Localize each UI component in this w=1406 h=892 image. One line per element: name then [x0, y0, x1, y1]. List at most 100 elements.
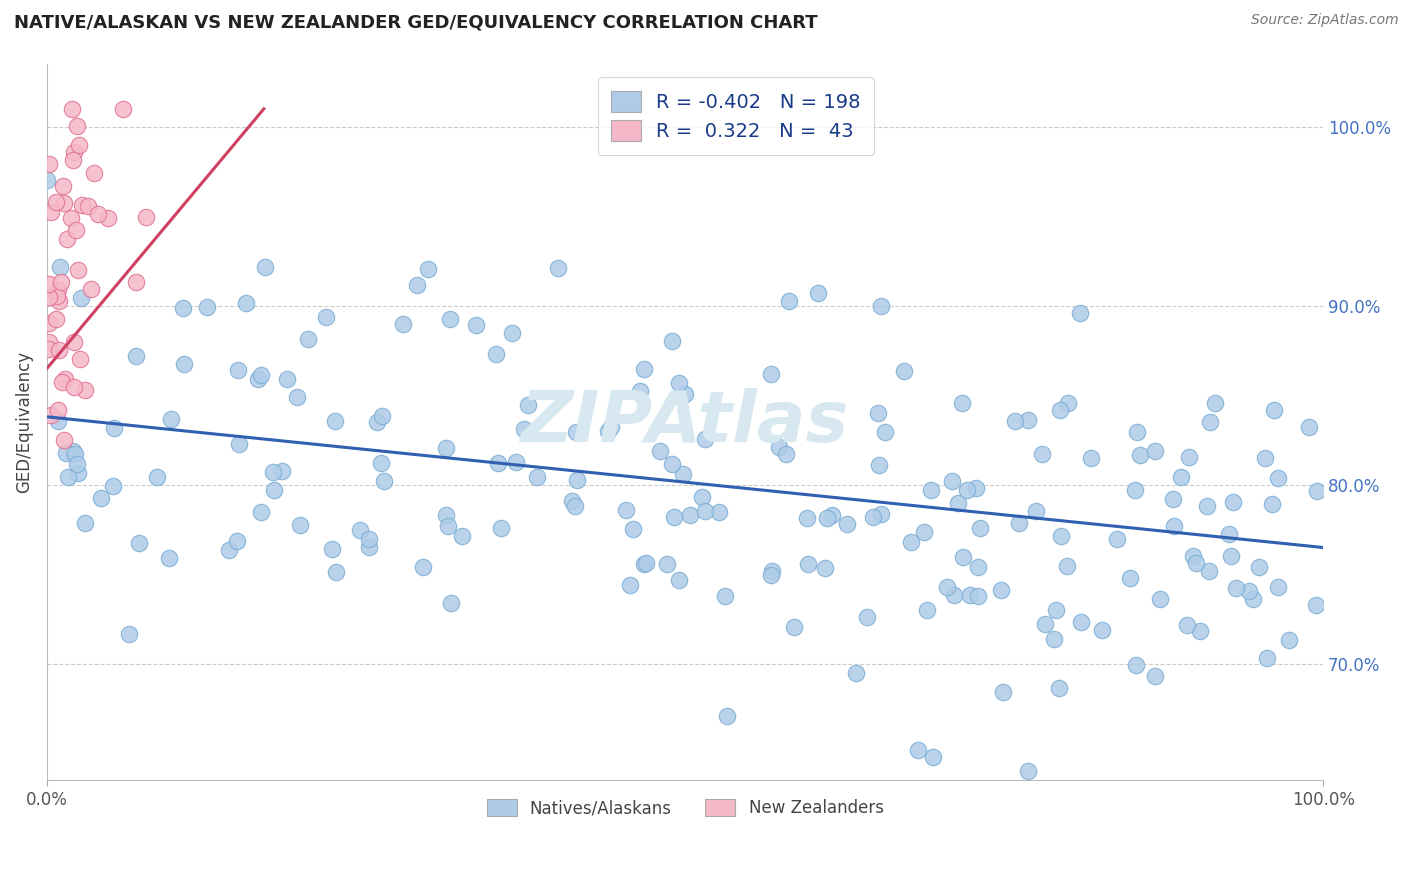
Point — [868, 458, 890, 472]
Point — [1017, 413, 1039, 427]
Point — [1080, 450, 1102, 465]
Point — [1143, 444, 1166, 458]
Point — [596, 424, 619, 438]
Point — [1267, 471, 1289, 485]
Point — [35, 173, 58, 187]
Point — [197, 301, 219, 315]
Point — [501, 326, 523, 340]
Point — [1298, 419, 1320, 434]
Point — [464, 318, 486, 332]
Point — [1043, 632, 1066, 646]
Point — [856, 609, 879, 624]
Point — [835, 516, 858, 531]
Point — [1198, 564, 1220, 578]
Point — [775, 447, 797, 461]
Point — [1033, 617, 1056, 632]
Point — [668, 376, 690, 390]
Text: NATIVE/ALASKAN VS NEW ZEALANDER GED/EQUIVALENCY CORRELATION CHART: NATIVE/ALASKAN VS NEW ZEALANDER GED/EQUI… — [14, 13, 818, 31]
Point — [63, 335, 86, 350]
Point — [547, 260, 569, 275]
Point — [1069, 306, 1091, 320]
Point — [564, 425, 586, 439]
Point — [714, 590, 737, 604]
Point — [512, 422, 534, 436]
Point — [1305, 599, 1327, 613]
Point — [172, 301, 194, 315]
Point — [1056, 558, 1078, 573]
Point — [440, 596, 463, 610]
Point — [695, 504, 717, 518]
Point — [965, 481, 987, 495]
Point — [943, 588, 966, 602]
Point — [357, 532, 380, 546]
Point — [695, 432, 717, 446]
Point — [619, 578, 641, 592]
Point — [1090, 623, 1112, 637]
Point — [62, 145, 84, 159]
Point — [759, 567, 782, 582]
Point — [1237, 583, 1260, 598]
Point — [73, 383, 96, 397]
Point — [915, 602, 938, 616]
Point — [451, 529, 474, 543]
Point — [900, 534, 922, 549]
Point — [1057, 396, 1080, 410]
Point — [246, 372, 269, 386]
Point — [1184, 557, 1206, 571]
Point — [1126, 425, 1149, 439]
Point — [321, 542, 343, 557]
Point — [392, 317, 415, 331]
Point — [83, 165, 105, 179]
Point — [70, 291, 93, 305]
Point — [1256, 650, 1278, 665]
Point — [950, 396, 973, 410]
Point — [991, 685, 1014, 699]
Point — [111, 102, 134, 116]
Point — [969, 520, 991, 534]
Point — [668, 573, 690, 587]
Point — [38, 290, 60, 304]
Point — [707, 505, 730, 519]
Point — [1222, 494, 1244, 508]
Point — [371, 409, 394, 423]
Point — [1278, 632, 1301, 647]
Point — [46, 283, 69, 297]
Point — [297, 332, 319, 346]
Point — [66, 457, 89, 471]
Point — [1123, 483, 1146, 498]
Point — [38, 316, 60, 330]
Point — [600, 419, 623, 434]
Point — [63, 380, 86, 394]
Point — [796, 511, 818, 525]
Point — [561, 494, 583, 508]
Point — [270, 464, 292, 478]
Point — [761, 564, 783, 578]
Point — [276, 372, 298, 386]
Point — [517, 398, 540, 412]
Point — [1149, 591, 1171, 606]
Point — [1049, 403, 1071, 417]
Point — [967, 559, 990, 574]
Point — [690, 490, 713, 504]
Point — [967, 589, 990, 603]
Point — [59, 211, 82, 226]
Point — [1125, 658, 1147, 673]
Point — [157, 550, 180, 565]
Point — [67, 467, 90, 481]
Point — [315, 310, 337, 325]
Point — [45, 195, 67, 210]
Point — [869, 507, 891, 521]
Point — [38, 277, 60, 291]
Point — [952, 549, 974, 564]
Point — [1178, 450, 1201, 465]
Point — [124, 349, 146, 363]
Point — [956, 483, 979, 497]
Point — [661, 334, 683, 348]
Point — [366, 416, 388, 430]
Point — [45, 312, 67, 326]
Point — [434, 508, 457, 523]
Point — [249, 368, 271, 382]
Point — [359, 540, 381, 554]
Point — [716, 708, 738, 723]
Point — [862, 509, 884, 524]
